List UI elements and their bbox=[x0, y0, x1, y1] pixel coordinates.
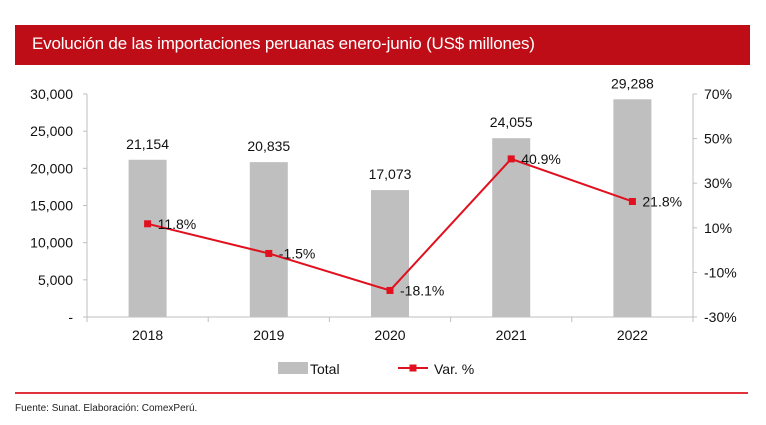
line-data-label: -1.5% bbox=[279, 245, 316, 261]
line-marker bbox=[386, 286, 394, 294]
x-tick-label: 2021 bbox=[496, 327, 527, 343]
line-marker bbox=[507, 155, 515, 163]
bar-data-label: 17,073 bbox=[369, 166, 412, 182]
bar-total bbox=[128, 159, 167, 317]
line-marker bbox=[628, 197, 636, 205]
bar-data-label: 29,288 bbox=[611, 75, 654, 91]
bar-total bbox=[249, 162, 288, 317]
left-tick-label: - bbox=[68, 309, 73, 325]
bar-data-label: 21,154 bbox=[126, 136, 169, 152]
line-data-label: 11.8% bbox=[158, 216, 197, 232]
left-tick-label: 10,000 bbox=[30, 235, 73, 251]
title-banner: Evolución de las importaciones peruanas … bbox=[15, 25, 750, 65]
right-tick-label: 30% bbox=[704, 175, 732, 191]
left-tick-label: 15,000 bbox=[30, 198, 73, 214]
x-tick-label: 2019 bbox=[253, 327, 284, 343]
legend-label-var: Var. % bbox=[434, 361, 474, 377]
line-data-label: -18.1% bbox=[400, 282, 444, 298]
legend-swatch-total bbox=[278, 362, 308, 374]
chart-title: Evolución de las importaciones peruanas … bbox=[32, 34, 535, 53]
line-marker bbox=[265, 249, 273, 257]
legend-label-total: Total bbox=[310, 361, 340, 377]
bar-total bbox=[492, 138, 531, 317]
legend-marker bbox=[409, 364, 417, 372]
line-data-label: 21.8% bbox=[642, 193, 682, 209]
x-tick-label: 2020 bbox=[374, 327, 405, 343]
x-tick-label: 2018 bbox=[132, 327, 163, 343]
bar-total bbox=[371, 190, 409, 317]
x-tick-label: 2022 bbox=[617, 327, 648, 343]
line-data-label: 40.9% bbox=[521, 151, 561, 167]
source-note: Fuente: Sunat. Elaboración: ComexPerú. bbox=[15, 403, 198, 414]
left-tick-label: 25,000 bbox=[30, 123, 73, 139]
left-tick-label: 20,000 bbox=[30, 160, 73, 176]
left-tick-label: 5,000 bbox=[38, 272, 73, 288]
right-tick-label: -30% bbox=[704, 309, 737, 325]
left-tick-label: 30,000 bbox=[30, 86, 73, 102]
bar-data-label: 20,835 bbox=[247, 138, 290, 154]
line-marker bbox=[144, 220, 152, 228]
right-tick-label: 50% bbox=[704, 131, 732, 147]
divider bbox=[15, 392, 748, 394]
right-tick-label: 70% bbox=[704, 86, 732, 102]
right-tick-label: -10% bbox=[704, 264, 737, 280]
bar-data-label: 24,055 bbox=[490, 114, 533, 130]
right-tick-label: 10% bbox=[704, 220, 732, 236]
bar-total bbox=[613, 99, 652, 317]
